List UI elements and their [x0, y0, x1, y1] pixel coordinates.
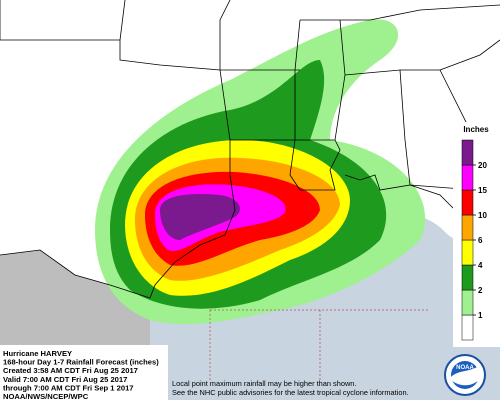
note-line: See the NHC public advisories for the la…	[172, 388, 409, 397]
contour-20	[160, 193, 240, 240]
legend-tick-label: 20	[478, 161, 487, 170]
legend-tick-label: 2	[478, 286, 483, 295]
legend-tick-label: 10	[478, 211, 487, 220]
notes: Local point maximum rainfall may be high…	[172, 379, 409, 397]
legend-band	[461, 289, 474, 316]
legend-band	[461, 264, 474, 291]
info-line: through 7:00 AM CDT Fri Sep 1 2017	[3, 383, 134, 392]
legend-tick-label: 1	[478, 311, 483, 320]
noaa-logo: NOAA	[444, 354, 486, 396]
legend-band	[461, 164, 474, 191]
info-line: NOAA/NWS/NCEP/WPC	[3, 392, 89, 400]
legend-tick-label: 4	[478, 261, 483, 270]
legend-band	[461, 189, 474, 216]
rainfall-contours	[95, 19, 426, 325]
logo-text: NOAA	[456, 365, 474, 371]
legend-tick-label: 15	[478, 186, 487, 195]
legend-band	[461, 239, 474, 266]
info-line: 168-hour Day 1-7 Rainfall Forecast (inch…	[3, 358, 159, 367]
logo-bird	[451, 366, 479, 386]
legend-tick-label: 6	[478, 236, 483, 245]
legend-title: Inches	[463, 125, 489, 134]
info-line: Valid 7:00 AM CDT Fri Aug 25 2017	[3, 375, 127, 384]
legend-band	[461, 314, 474, 341]
info-box	[0, 345, 168, 400]
forecast-grid	[209, 309, 430, 380]
info-line: Hurricane HARVEY	[3, 349, 72, 358]
note-line: Local point maximum rainfall may be high…	[172, 379, 356, 388]
legend: 1 2 4 6 10 15 20	[461, 139, 487, 341]
legend-band	[461, 139, 474, 166]
legend-band	[461, 214, 474, 241]
legend-box	[453, 122, 500, 347]
info-line: Created 3:58 AM CDT Fri Aug 25 2017	[3, 366, 138, 375]
